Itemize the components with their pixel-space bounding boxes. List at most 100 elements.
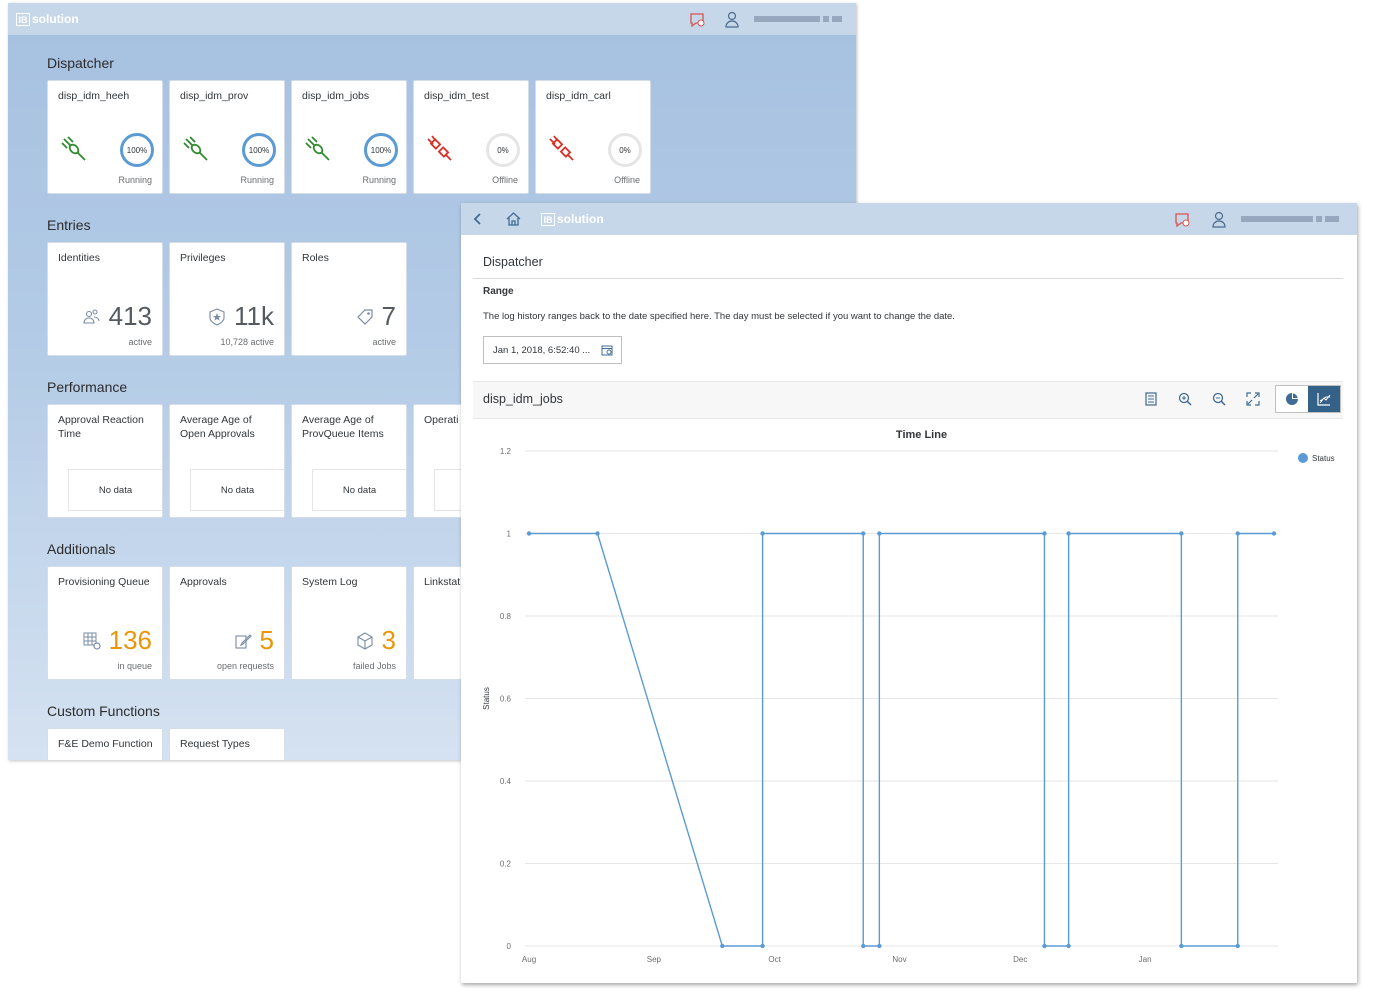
tile-footer: in queue bbox=[117, 661, 152, 671]
data-point bbox=[1235, 531, 1240, 536]
tile-status: Running bbox=[240, 175, 274, 185]
status-gauge: 0% bbox=[486, 133, 520, 167]
company-logo[interactable]: IB solution bbox=[16, 11, 79, 27]
kpi: 136 bbox=[83, 625, 152, 656]
y-tick-label: 0 bbox=[507, 942, 512, 951]
additionals-tile[interactable]: Provisioning Queue 136 in queue bbox=[47, 566, 163, 680]
group-title-dispatcher: Dispatcher bbox=[47, 55, 114, 71]
kpi: 5 bbox=[234, 625, 274, 656]
y-tick-label: 0.4 bbox=[500, 777, 512, 786]
zoom-in-button[interactable] bbox=[1171, 386, 1199, 412]
x-tick-label: Dec bbox=[1013, 955, 1027, 964]
kpi: 413 bbox=[83, 301, 152, 332]
y-tick-label: 1.2 bbox=[500, 447, 512, 456]
plug-connected-icon bbox=[61, 136, 86, 161]
data-point bbox=[720, 943, 725, 949]
series-line-status bbox=[529, 532, 1274, 947]
timeline-chart: Time Line 0 0.2 0.4 0.6 0.8 1 1.2 Status Aug Sep Oc… bbox=[482, 429, 1335, 964]
chart-container-title: disp_idm_jobs bbox=[483, 392, 563, 406]
tile-title: Approval Reaction Time bbox=[58, 414, 144, 440]
custom-function-tile[interactable]: Request Types bbox=[169, 728, 285, 760]
performance-tile[interactable]: Average Age of Open Approvals No data bbox=[169, 404, 285, 518]
badge-icon bbox=[209, 307, 225, 326]
tile-title: Linkstat bbox=[424, 576, 461, 588]
grid-gear-icon bbox=[83, 632, 101, 650]
calendar-icon[interactable] bbox=[601, 344, 613, 356]
entries-tile-privileges[interactable]: Privileges 11k 10,728 active bbox=[169, 242, 285, 356]
user-icon[interactable] bbox=[724, 11, 740, 28]
zoom-out-icon bbox=[1212, 392, 1226, 406]
tile-title: Privileges bbox=[180, 252, 226, 264]
status-gauge: 100% bbox=[242, 133, 276, 167]
legend-label: Status bbox=[1312, 454, 1335, 463]
dispatcher-tile-disp-idm-carl[interactable]: disp_idm_carl 0% Offline bbox=[535, 80, 651, 194]
data-point bbox=[1042, 531, 1047, 536]
user-name-redacted bbox=[754, 16, 842, 22]
fullscreen-button[interactable] bbox=[1239, 386, 1267, 412]
data-point bbox=[760, 531, 765, 536]
tile-title: disp_idm_jobs bbox=[302, 90, 370, 102]
fullscreen-icon bbox=[1246, 392, 1260, 406]
performance-tile[interactable]: Approval Reaction Time No data bbox=[47, 404, 163, 518]
data-point bbox=[760, 943, 765, 949]
notifications-icon[interactable] bbox=[688, 11, 706, 29]
entries-tile-roles[interactable]: Roles 7 active bbox=[291, 242, 407, 356]
x-tick-label: Jan bbox=[1139, 955, 1152, 964]
tile-title: Roles bbox=[302, 252, 329, 264]
plug-connected-icon bbox=[183, 136, 208, 161]
tile-title: F&E Demo Function bbox=[58, 738, 153, 750]
kpi: 3 bbox=[356, 625, 396, 656]
tile-title: Average Age of ProvQueue Items bbox=[302, 414, 384, 440]
data-point bbox=[861, 531, 866, 536]
tile-status: Running bbox=[362, 175, 396, 185]
plug-connected-icon bbox=[305, 136, 330, 161]
group-title-custom-functions: Custom Functions bbox=[47, 703, 160, 719]
data-point bbox=[1179, 943, 1184, 949]
tile-status: Offline bbox=[614, 175, 640, 185]
dispatcher-tile-disp-idm-heeh[interactable]: disp_idm_heeh 100% Running bbox=[47, 80, 163, 194]
tile-status: Offline bbox=[492, 175, 518, 185]
tile-title: System Log bbox=[302, 576, 358, 588]
kpi-value: 5 bbox=[259, 625, 274, 655]
dispatcher-tile-disp-idm-jobs[interactable]: disp_idm_jobs 100% Running bbox=[291, 80, 407, 194]
tile-footer: 10,728 active bbox=[220, 337, 274, 347]
status-gauge: 100% bbox=[120, 133, 154, 167]
back-icon[interactable] bbox=[471, 212, 485, 226]
kpi-value: 413 bbox=[108, 301, 152, 331]
tile-title: Average Age of Open Approvals bbox=[180, 414, 255, 440]
data-point bbox=[1271, 531, 1277, 536]
line-chart-icon bbox=[1317, 393, 1331, 406]
legend-marker bbox=[1298, 453, 1308, 463]
legend-button[interactable] bbox=[1137, 386, 1165, 412]
kpi: 7 bbox=[356, 301, 396, 332]
tile-status: Running bbox=[118, 175, 152, 185]
entries-tile-identities[interactable]: Identities 413 active bbox=[47, 242, 163, 356]
notifications-icon[interactable] bbox=[1173, 211, 1191, 229]
pie-chart-button[interactable] bbox=[1276, 386, 1308, 412]
custom-function-tile[interactable]: F&E Demo Function bbox=[47, 728, 163, 760]
status-gauge: 0% bbox=[608, 133, 642, 167]
company-logo[interactable]: IB solution bbox=[541, 211, 604, 227]
data-point bbox=[1066, 943, 1071, 949]
dispatcher-tile-disp-idm-prov[interactable]: disp_idm_prov 100% Running bbox=[169, 80, 285, 194]
no-data-placeholder: No data bbox=[312, 469, 406, 511]
additionals-tile[interactable]: System Log 3 failed Jobs bbox=[291, 566, 407, 680]
additionals-tile[interactable]: Approvals 5 open requests bbox=[169, 566, 285, 680]
home-icon[interactable] bbox=[505, 211, 522, 227]
kpi-value: 7 bbox=[381, 301, 396, 331]
group-title-additionals: Additionals bbox=[47, 541, 116, 557]
performance-tile[interactable]: Average Age of ProvQueue Items No data bbox=[291, 404, 407, 518]
tile-title: disp_idm_carl bbox=[546, 90, 611, 102]
kpi-value: 136 bbox=[108, 625, 152, 655]
line-chart-button[interactable] bbox=[1308, 386, 1340, 412]
date-value: Jan 1, 2018, 6:52:40 ... bbox=[493, 344, 591, 356]
dispatcher-tile-disp-idm-test[interactable]: disp_idm_test 0% Offline bbox=[413, 80, 529, 194]
tile-title: Request Types bbox=[180, 738, 250, 750]
zoom-out-button[interactable] bbox=[1205, 386, 1233, 412]
chart-title: Time Line bbox=[896, 429, 947, 441]
user-icon[interactable] bbox=[1211, 211, 1227, 228]
no-data-placeholder: No data bbox=[190, 469, 284, 511]
date-picker[interactable]: Jan 1, 2018, 6:52:40 ... bbox=[483, 336, 622, 364]
people-icon bbox=[83, 309, 100, 324]
tile-title: Provisioning Queue bbox=[58, 576, 150, 588]
